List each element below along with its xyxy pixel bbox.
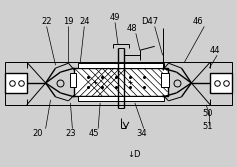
Text: ↓D: ↓D [127, 150, 141, 159]
Text: 22: 22 [41, 17, 52, 26]
Text: 48: 48 [127, 24, 137, 33]
Text: 24: 24 [79, 17, 90, 26]
Bar [210, 73, 232, 93]
Text: D47: D47 [141, 17, 158, 26]
Text: 50: 50 [202, 109, 213, 118]
Text: 46: 46 [193, 17, 204, 26]
Text: 45: 45 [89, 129, 100, 138]
Text: 44: 44 [210, 46, 220, 55]
Text: 19: 19 [63, 17, 74, 26]
Text: 23: 23 [65, 129, 76, 138]
Text: 20: 20 [32, 129, 43, 138]
Bar [78, 63, 164, 68]
Text: 34: 34 [137, 129, 147, 138]
Bar [78, 96, 164, 101]
Bar [5, 73, 27, 93]
Bar [161, 73, 169, 87]
Bar [74, 68, 168, 96]
Text: 51: 51 [202, 122, 213, 131]
Bar [70, 73, 76, 87]
Text: 49: 49 [110, 13, 120, 22]
